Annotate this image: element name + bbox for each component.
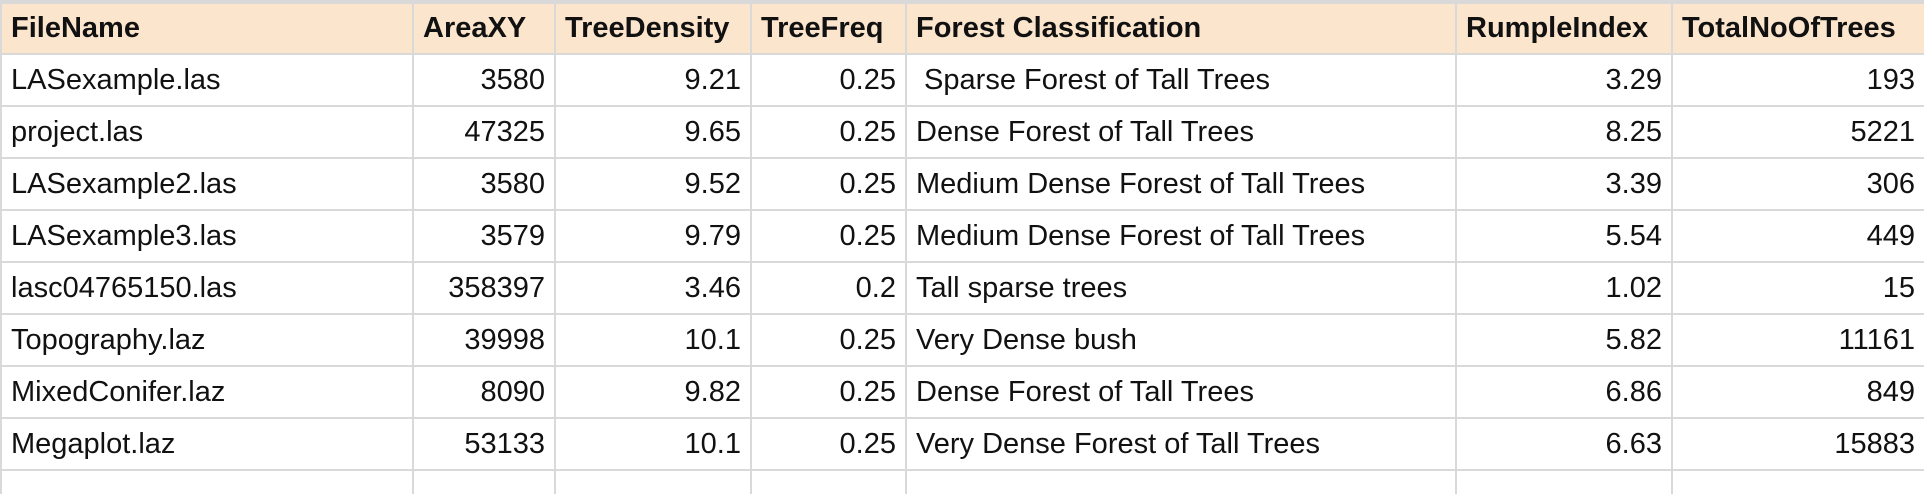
table-row: MixedConifer.laz 8090 9.82 0.25 Dense Fo… [0,365,1924,419]
header-cell-filename[interactable]: FileName [0,0,414,55]
cell-filename[interactable]: lasc04765150.las [0,261,414,315]
cell-treedensity[interactable]: 10.1 [554,313,752,367]
cell-forest-classification[interactable]: Very Dense bush [905,313,1457,367]
cell-treefreq[interactable]: 0.2 [750,261,907,315]
cell-totalnooftrees[interactable]: 5221 [1671,105,1924,159]
cell-treefreq[interactable]: 0.25 [750,157,907,211]
cell-totalnooftrees[interactable]: 849 [1671,365,1924,419]
table-row: LASexample2.las 3580 9.52 0.25 Medium De… [0,157,1924,211]
cell-areaxy[interactable]: 53133 [412,417,556,471]
table-row: project.las 47325 9.65 0.25 Dense Forest… [0,105,1924,159]
cell-empty[interactable] [905,469,1457,494]
header-cell-treedensity[interactable]: TreeDensity [554,0,752,55]
cell-rumpleindex[interactable]: 5.82 [1455,313,1673,367]
cell-treedensity[interactable]: 9.79 [554,209,752,263]
cell-rumpleindex[interactable]: 3.29 [1455,53,1673,107]
cell-treefreq[interactable]: 0.25 [750,417,907,471]
cell-treedensity[interactable]: 9.52 [554,157,752,211]
header-cell-areaxy[interactable]: AreaXY [412,0,556,55]
cell-rumpleindex[interactable]: 5.54 [1455,209,1673,263]
cell-empty[interactable] [412,469,556,494]
cell-forest-classification[interactable]: Very Dense Forest of Tall Trees [905,417,1457,471]
header-cell-totalnooftrees[interactable]: TotalNoOfTrees [1671,0,1924,55]
cell-totalnooftrees[interactable]: 449 [1671,209,1924,263]
cell-empty[interactable] [1455,469,1673,494]
table-row: LASexample.las 3580 9.21 0.25 Sparse For… [0,53,1924,107]
cell-forest-classification[interactable]: Dense Forest of Tall Trees [905,365,1457,419]
cell-forest-classification[interactable]: Medium Dense Forest of Tall Trees [905,157,1457,211]
cell-filename[interactable]: LASexample2.las [0,157,414,211]
header-cell-forest-classification[interactable]: Forest Classification [905,0,1457,55]
cell-areaxy[interactable]: 3579 [412,209,556,263]
cell-areaxy[interactable]: 39998 [412,313,556,367]
table-row: Megaplot.laz 53133 10.1 0.25 Very Dense … [0,417,1924,471]
cell-treedensity[interactable]: 9.82 [554,365,752,419]
cell-rumpleindex[interactable]: 8.25 [1455,105,1673,159]
cell-treedensity[interactable]: 10.1 [554,417,752,471]
cell-forest-classification[interactable]: Sparse Forest of Tall Trees [905,53,1457,107]
cell-rumpleindex[interactable]: 1.02 [1455,261,1673,315]
cell-treefreq[interactable]: 0.25 [750,313,907,367]
cell-totalnooftrees[interactable]: 11161 [1671,313,1924,367]
cell-totalnooftrees[interactable]: 306 [1671,157,1924,211]
cell-treefreq[interactable]: 0.25 [750,53,907,107]
cell-filename[interactable]: project.las [0,105,414,159]
table-row: Topography.laz 39998 10.1 0.25 Very Dens… [0,313,1924,367]
cell-treedensity[interactable]: 9.21 [554,53,752,107]
cell-treedensity[interactable]: 3.46 [554,261,752,315]
cell-forest-classification[interactable]: Medium Dense Forest of Tall Trees [905,209,1457,263]
cell-filename[interactable]: LASexample3.las [0,209,414,263]
cell-forest-classification[interactable]: Dense Forest of Tall Trees [905,105,1457,159]
cell-treefreq[interactable]: 0.25 [750,209,907,263]
cell-treefreq[interactable]: 0.25 [750,365,907,419]
cell-totalnooftrees[interactable]: 15 [1671,261,1924,315]
cell-empty[interactable] [750,469,907,494]
cell-areaxy[interactable]: 3580 [412,157,556,211]
cell-rumpleindex[interactable]: 3.39 [1455,157,1673,211]
cell-forest-classification[interactable]: Tall sparse trees [905,261,1457,315]
cell-totalnooftrees[interactable]: 193 [1671,53,1924,107]
cell-areaxy[interactable]: 358397 [412,261,556,315]
cell-rumpleindex[interactable]: 6.63 [1455,417,1673,471]
cell-areaxy[interactable]: 3580 [412,53,556,107]
table-row: lasc04765150.las 358397 3.46 0.2 Tall sp… [0,261,1924,315]
table-row: LASexample3.las 3579 9.79 0.25 Medium De… [0,209,1924,263]
cell-areaxy[interactable]: 47325 [412,105,556,159]
cell-filename[interactable]: Megaplot.laz [0,417,414,471]
header-cell-rumpleindex[interactable]: RumpleIndex [1455,0,1673,55]
header-row: FileName AreaXY TreeDensity TreeFreq For… [0,0,1924,55]
cell-areaxy[interactable]: 8090 [412,365,556,419]
table-row-empty [0,469,1924,494]
cell-empty[interactable] [554,469,752,494]
cell-treedensity[interactable]: 9.65 [554,105,752,159]
cell-empty[interactable] [1671,469,1924,494]
cell-rumpleindex[interactable]: 6.86 [1455,365,1673,419]
cell-treefreq[interactable]: 0.25 [750,105,907,159]
cell-filename[interactable]: Topography.laz [0,313,414,367]
cell-empty[interactable] [0,469,414,494]
cell-filename[interactable]: LASexample.las [0,53,414,107]
cell-totalnooftrees[interactable]: 15883 [1671,417,1924,471]
cell-filename[interactable]: MixedConifer.laz [0,365,414,419]
header-cell-treefreq[interactable]: TreeFreq [750,0,907,55]
grid-top-border [0,0,1924,4]
